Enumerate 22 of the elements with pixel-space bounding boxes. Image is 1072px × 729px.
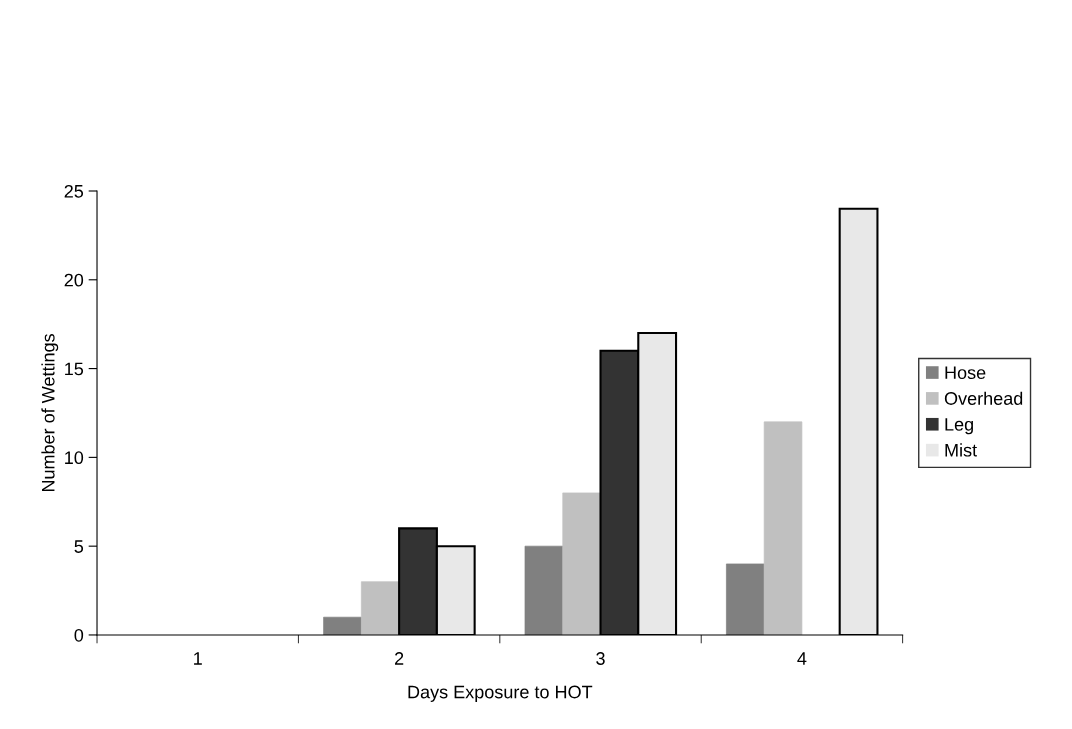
x-tick-label: 1 — [194, 652, 202, 665]
bar — [562, 492, 601, 635]
y-tick-label: 0 — [74, 628, 84, 642]
bar — [524, 545, 564, 635]
bar — [361, 581, 400, 635]
y-tick-label: 20 — [64, 273, 84, 287]
bar — [763, 421, 803, 635]
bar — [323, 616, 362, 635]
legend-label: Mist — [945, 443, 977, 457]
x-tick-label: 2 — [395, 652, 404, 665]
bar — [726, 563, 765, 635]
x-tick-label: 3 — [596, 652, 605, 665]
y-tick-label: 10 — [65, 451, 84, 465]
y-tick-label: 15 — [65, 362, 84, 376]
y-axis-title: Number of Wettings — [41, 334, 59, 492]
legend-label: Overhead — [944, 391, 1023, 405]
x-axis-title: Days Exposure to HOT — [408, 685, 593, 702]
legend-label: Hose — [945, 366, 986, 380]
legend-label: Leg — [945, 418, 973, 435]
y-tick-label: 5 — [74, 540, 84, 553]
y-tick-label: 25 — [64, 184, 84, 198]
x-tick-label: 4 — [797, 652, 807, 665]
